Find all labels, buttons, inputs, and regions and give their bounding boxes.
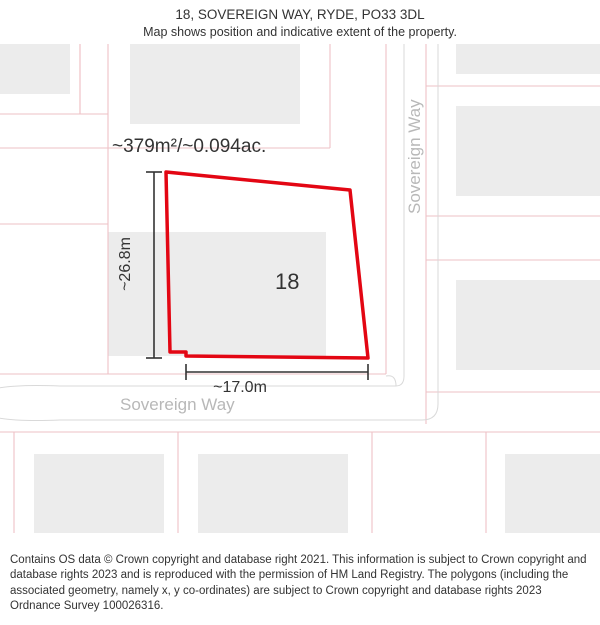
building: [456, 280, 600, 370]
building: [198, 454, 348, 533]
dim-width-label: ~17.0m: [213, 379, 267, 396]
building: [34, 454, 164, 533]
building: [505, 454, 600, 533]
building: [130, 44, 300, 124]
building: [0, 44, 70, 94]
page-subtitle: Map shows position and indicative extent…: [10, 24, 590, 41]
building: [108, 232, 326, 356]
building: [456, 106, 600, 196]
road-label: Sovereign Way: [120, 395, 235, 414]
header: 18, SOVEREIGN WAY, RYDE, PO33 3DL Map sh…: [0, 0, 600, 45]
map-svg: Sovereign Way Sovereign Way ~379m²/~0.094a…: [0, 44, 600, 533]
page-title: 18, SOVEREIGN WAY, RYDE, PO33 3DL: [10, 6, 590, 24]
map-area: Sovereign Way Sovereign Way ~379m²/~0.094a…: [0, 44, 600, 533]
footer-attribution: Contains OS data © Crown copyright and d…: [0, 547, 600, 625]
dim-height-label: ~26.8m: [117, 237, 134, 291]
building: [456, 44, 600, 74]
plot-number: 18: [275, 269, 299, 294]
road-label: Sovereign Way: [405, 99, 424, 214]
area-label: ~379m²/~0.094ac.: [112, 136, 266, 157]
